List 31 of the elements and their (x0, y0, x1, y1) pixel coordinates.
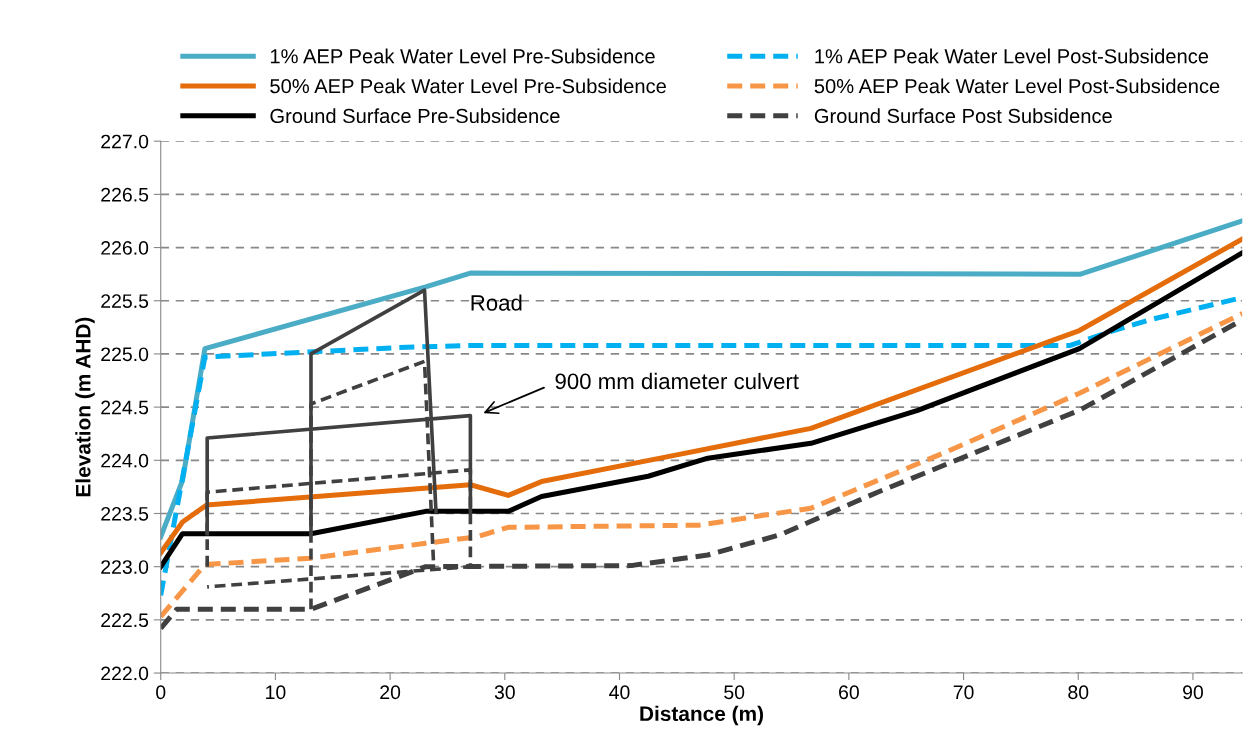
x-tick-label: 80 (1068, 685, 1089, 700)
x-tick-label: 10 (266, 685, 286, 700)
legend-label: 1% AEP Peak Water Level Pre-Subsidence (270, 48, 655, 64)
y-tick-label: 225.5 (101, 294, 149, 308)
y-tick-label: 227.0 (101, 134, 149, 149)
y-tick-label: 222.5 (101, 613, 149, 628)
y-tick-label: 225.0 (101, 347, 149, 362)
x-tick-label: 30 (494, 685, 515, 700)
x-tick-label: 60 (839, 685, 859, 700)
y-tick-label: 224.5 (101, 400, 149, 415)
y-axis-title: Elevation (m AHD) (75, 317, 95, 497)
y-tick-label: 226.0 (101, 241, 149, 255)
legend-label: Ground Surface Post Subsidence (814, 108, 1112, 124)
x-tick-label: 40 (609, 685, 630, 700)
y-tick-label: 222.0 (101, 666, 149, 681)
x-axis-title: Distance (m) (640, 705, 763, 726)
x-tick-label: 50 (724, 685, 745, 700)
annotation: 900 mm diameter culvert (555, 372, 799, 390)
annotation: Road (471, 294, 522, 311)
legend-label: 50% AEP Peak Water Level Post-Subsidence (814, 78, 1220, 94)
y-tick-label: 226.5 (101, 187, 149, 202)
y-tick-label: 223.5 (101, 506, 149, 521)
x-tick-label: 70 (953, 685, 974, 700)
y-tick-label: 224.0 (101, 453, 149, 468)
x-tick-label: 90 (1183, 685, 1203, 700)
legend-label: 1% AEP Peak Water Level Post-Subsidence (815, 48, 1209, 64)
y-tick-label: 223.0 (101, 560, 149, 574)
x-tick-label: 0 (156, 685, 166, 700)
x-tick-label: 20 (380, 685, 401, 700)
legend-label: 50% AEP Peak Water Level Pre-Subsidence (270, 78, 666, 94)
legend-label: Ground Surface Pre-Subsidence (270, 108, 560, 124)
